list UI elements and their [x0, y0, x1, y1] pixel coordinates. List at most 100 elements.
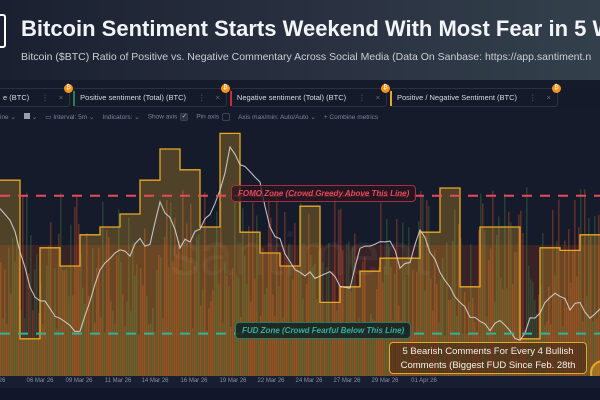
- negative-sentiment-bar: [324, 335, 326, 376]
- close-icon[interactable]: ×: [375, 93, 380, 102]
- negative-sentiment-bar: [520, 210, 522, 376]
- callout-annotation: 5 Bearish Comments For Every 4 Bullish C…: [389, 342, 587, 374]
- negative-sentiment-bar: [154, 331, 156, 376]
- tab-label: Positive sentiment (Total) (BTC): [80, 93, 187, 102]
- positive-sentiment-bar: [2, 318, 4, 376]
- negative-sentiment-bar: [194, 265, 196, 376]
- interval-dropdown[interactable]: ▭ Interval: 5m ⌄: [45, 114, 95, 121]
- positive-sentiment-bar: [586, 296, 588, 376]
- close-icon[interactable]: ×: [215, 93, 220, 102]
- axis-maxmin-dropdown[interactable]: Axis max/min: Auto/Auto ⌄: [238, 114, 316, 121]
- positive-sentiment-bar: [256, 215, 258, 376]
- show-axis-toggle[interactable]: Show axis ✓: [147, 113, 189, 121]
- x-axis: 26 06 Mar 26 09 Mar 26 11 Mar 26 14 Mar 26 16…: [0, 376, 600, 388]
- negative-sentiment-bar: [28, 273, 30, 376]
- positive-sentiment-bar: [388, 243, 390, 376]
- negative-sentiment-bar: [426, 200, 428, 376]
- positive-sentiment-bar: [326, 267, 328, 376]
- negative-sentiment-bar: [320, 248, 322, 376]
- negative-sentiment-bar: [252, 202, 254, 376]
- negative-sentiment-bar: [508, 211, 510, 376]
- positive-sentiment-bar: [370, 313, 372, 376]
- ratio-step-bar: [300, 206, 320, 376]
- pin-axis-toggle[interactable]: Pin axis: [196, 113, 231, 121]
- negative-sentiment-bar: [162, 317, 164, 376]
- metric-tabs: e (BTC) ⋮ × ₿ Positive sentiment (Total)…: [0, 84, 600, 108]
- combine-metrics-button[interactable]: + Combine metrics: [323, 113, 379, 121]
- indicators-dropdown[interactable]: Indicators: ⌄: [102, 114, 140, 121]
- metric-tab-ratio[interactable]: Positive / Negative Sentiment (BTC) ⋮ × …: [390, 84, 561, 107]
- metric-tab-positive[interactable]: Positive sentiment (Total) (BTC) ⋮ × ₿: [73, 84, 230, 107]
- ratio-step-bar: [420, 232, 440, 376]
- negative-sentiment-bar: [182, 190, 184, 376]
- x-tick-label: 01 Apr 26: [411, 378, 437, 384]
- positive-sentiment-bar: [170, 203, 172, 376]
- negative-sentiment-bar: [122, 294, 124, 376]
- negative-sentiment-bar: [274, 316, 276, 376]
- negative-sentiment-bar: [502, 289, 504, 376]
- negative-sentiment-bar: [38, 312, 40, 376]
- negative-sentiment-bar: [144, 228, 146, 376]
- line-style-dropdown[interactable]: ine ⌄: [0, 114, 16, 121]
- negative-sentiment-bar: [576, 276, 578, 376]
- positive-sentiment-bar: [384, 266, 386, 376]
- kebab-menu-icon[interactable]: ⋮: [198, 93, 206, 102]
- negative-sentiment-bar: [190, 203, 192, 376]
- negative-sentiment-bar: [248, 226, 250, 376]
- positive-sentiment-bar: [304, 328, 306, 376]
- kebab-menu-icon[interactable]: ⋮: [358, 93, 366, 102]
- positive-sentiment-bar: [56, 328, 58, 376]
- positive-sentiment-bar: [348, 241, 350, 376]
- positive-sentiment-bar: [592, 321, 594, 376]
- positive-sentiment-bar: [12, 237, 14, 376]
- positive-sentiment-bar: [84, 303, 86, 376]
- series-color-marker: [390, 91, 392, 106]
- ratio-step-bar: [480, 227, 500, 376]
- positive-sentiment-bar: [258, 323, 260, 376]
- negative-sentiment-bar: [280, 252, 282, 376]
- negative-sentiment-bar: [148, 324, 150, 376]
- negative-sentiment-bar: [176, 254, 178, 376]
- positive-sentiment-bar: [446, 242, 448, 376]
- metric-tab-price[interactable]: e (BTC) ⋮ × ₿: [0, 84, 74, 107]
- footer-bar: [0, 388, 600, 400]
- negative-sentiment-bar: [490, 248, 492, 376]
- x-tick-label: 11 Mar 26: [104, 378, 132, 384]
- negative-sentiment-bar: [380, 202, 382, 376]
- positive-sentiment-bar: [228, 286, 230, 376]
- negative-sentiment-bar: [138, 334, 140, 376]
- kebab-menu-icon[interactable]: ⋮: [41, 93, 49, 102]
- close-icon[interactable]: ×: [546, 93, 551, 102]
- santiment-logo: [0, 14, 6, 48]
- positive-sentiment-bar: [48, 245, 50, 376]
- close-icon[interactable]: ×: [58, 93, 64, 102]
- positive-sentiment-bar: [322, 262, 324, 376]
- negative-sentiment-bar: [450, 299, 452, 376]
- negative-sentiment-bar: [86, 233, 88, 376]
- positive-sentiment-bar: [102, 201, 104, 376]
- positive-sentiment-bar: [130, 311, 132, 376]
- positive-sentiment-bar: [68, 296, 70, 376]
- ratio-step-bar: [320, 302, 340, 376]
- positive-sentiment-bar: [126, 301, 128, 376]
- kebab-menu-icon[interactable]: ⋮: [529, 93, 537, 102]
- negative-sentiment-bar: [226, 275, 228, 376]
- x-tick-label: 27 Mar 26: [333, 378, 361, 384]
- ratio-step-line: [0, 132, 600, 340]
- positive-sentiment-bar: [104, 332, 106, 376]
- negative-sentiment-bar: [58, 233, 60, 376]
- ratio-step-bar: [40, 247, 60, 376]
- negative-sentiment-bar: [98, 247, 100, 376]
- positive-sentiment-bar: [184, 238, 186, 376]
- color-dropdown[interactable]: ⌄: [23, 113, 37, 121]
- negative-sentiment-bar: [492, 190, 494, 376]
- positive-sentiment-bar: [132, 242, 134, 376]
- positive-sentiment-bar: [152, 308, 154, 376]
- x-tick-label: 14 Mar 26: [141, 378, 169, 384]
- positive-sentiment-bar: [14, 261, 16, 376]
- positive-sentiment-bar: [66, 268, 68, 376]
- series-color-marker: [229, 91, 232, 106]
- x-tick-label: 19 Mar 26: [219, 378, 247, 384]
- negative-sentiment-bar: [568, 229, 570, 376]
- metric-tab-negative[interactable]: Negative sentiment (Total) (BTC) ⋮ × ₿: [229, 84, 390, 107]
